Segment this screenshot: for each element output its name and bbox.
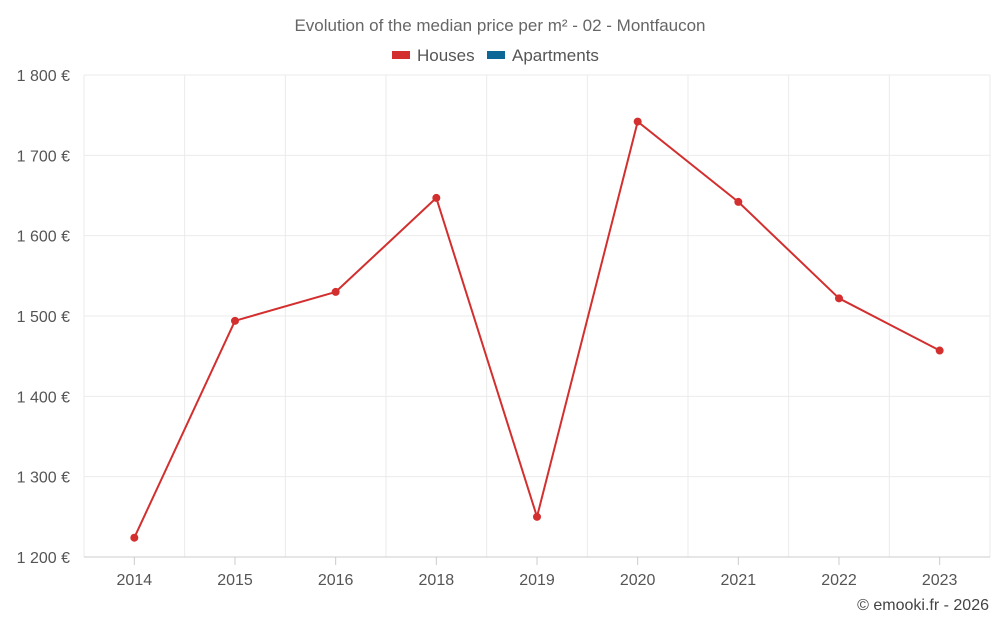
- y-tick-label: 1 200 €: [17, 550, 70, 567]
- x-tick-label: 2015: [217, 572, 253, 589]
- chart-title: Evolution of the median price per m² - 0…: [294, 16, 705, 35]
- y-tick-label: 1 400 €: [17, 389, 70, 406]
- data-point[interactable]: [231, 316, 239, 325]
- x-tick-label: 2022: [821, 572, 857, 589]
- legend-swatch-houses: [392, 51, 410, 59]
- y-tick-label: 1 700 €: [17, 148, 70, 165]
- data-point[interactable]: [734, 197, 743, 206]
- x-tick-label: 2023: [922, 572, 958, 589]
- legend: Houses Apartments: [392, 46, 599, 65]
- x-tick-label: 2019: [519, 572, 555, 589]
- x-tick-label: 2021: [721, 572, 757, 589]
- data-point[interactable]: [533, 512, 541, 521]
- y-tick-label: 1 800 €: [17, 68, 70, 85]
- data-point[interactable]: [835, 294, 843, 303]
- y-tick-label: 1 600 €: [17, 229, 70, 246]
- legend-label-apartments: Apartments: [512, 46, 599, 65]
- data-point[interactable]: [633, 117, 642, 126]
- data-point[interactable]: [935, 346, 944, 355]
- legend-swatch-apartments: [487, 51, 505, 59]
- data-point[interactable]: [432, 193, 441, 202]
- series-line: [133, 120, 941, 539]
- series-houses: [130, 117, 944, 542]
- data-point[interactable]: [331, 287, 340, 296]
- data-point[interactable]: [130, 533, 139, 542]
- legend-item-houses[interactable]: Houses: [392, 46, 475, 65]
- x-axis-ticks: 2014 2015 2016 2018 2019 2020 2021 2022 2023: [117, 572, 958, 589]
- x-tick-label: 2020: [620, 572, 656, 589]
- x-tick-label: 2016: [318, 572, 354, 589]
- x-tick-label: 2014: [117, 572, 153, 589]
- gridlines: [83, 74, 991, 557]
- axes: [84, 556, 990, 565]
- y-axis-ticks: 1 200 € 1 300 € 1 400 € 1 500 € 1 600 € 1 700…: [17, 68, 70, 567]
- legend-label-houses: Houses: [417, 46, 475, 65]
- y-tick-label: 1 300 €: [17, 470, 70, 487]
- y-tick-label: 1 500 €: [17, 309, 70, 326]
- x-tick-label: 2018: [419, 572, 455, 589]
- credit-text: © emooki.fr - 2026: [857, 597, 989, 614]
- legend-item-apartments[interactable]: Apartments: [487, 46, 599, 65]
